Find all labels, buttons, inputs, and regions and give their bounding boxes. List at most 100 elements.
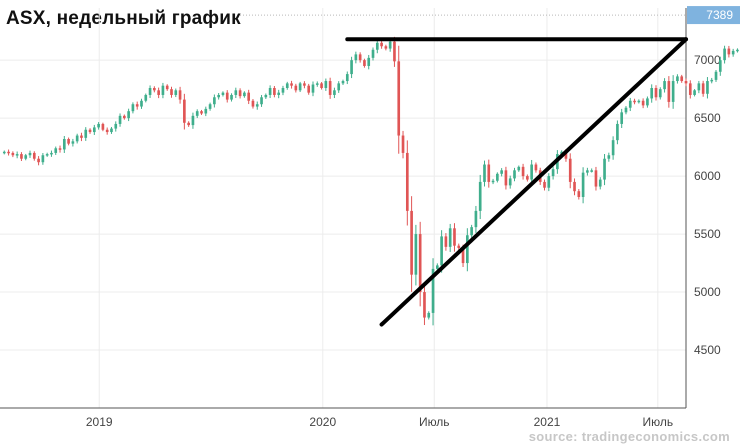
- candle-body: [118, 115, 122, 124]
- candle-body: [718, 60, 722, 72]
- candle-body: [474, 210, 478, 228]
- candle-body: [693, 90, 696, 95]
- candle-body: [547, 176, 551, 188]
- candle-body: [221, 92, 225, 95]
- candle-body: [534, 164, 538, 171]
- candle-body: [324, 81, 328, 88]
- candle-body: [148, 88, 152, 95]
- x-tick-label: 2021: [534, 415, 561, 429]
- candle-body: [140, 100, 143, 107]
- candle-body: [521, 166, 525, 177]
- candle-body: [646, 98, 649, 106]
- candle-body: [32, 152, 36, 159]
- candle-body: [676, 76, 679, 82]
- candle-body: [380, 42, 383, 47]
- candle-body: [478, 181, 482, 211]
- last-value-badge: [687, 6, 740, 25]
- candle-body: [285, 83, 289, 88]
- candle-body: [423, 292, 426, 318]
- candle-body: [37, 158, 40, 163]
- candle-body: [453, 228, 456, 246]
- candle-body: [28, 152, 32, 156]
- candle-body: [723, 48, 726, 61]
- candle-body: [110, 128, 113, 133]
- candle-body: [135, 104, 139, 107]
- candle-body: [487, 164, 491, 182]
- source-label: source: tradingeconomics.com: [528, 429, 730, 444]
- candle-body: [483, 164, 486, 182]
- candle-body: [320, 83, 323, 88]
- last-value-label: 7389: [706, 8, 733, 22]
- candle-body: [393, 41, 396, 62]
- candle-body: [75, 135, 79, 142]
- candle-body: [260, 97, 263, 105]
- candle-body: [581, 172, 585, 197]
- candle-body: [303, 83, 306, 86]
- candle-body: [375, 42, 379, 50]
- candle-body: [461, 248, 465, 264]
- candle-body: [667, 81, 671, 102]
- x-tick-label: 2020: [309, 415, 336, 429]
- candle-body: [191, 115, 195, 126]
- candle-body: [573, 181, 576, 192]
- candle-body: [650, 88, 654, 99]
- candle-body: [701, 83, 705, 94]
- y-tick-label: 6000: [694, 169, 721, 183]
- candle-body: [431, 268, 435, 313]
- candle-body: [706, 81, 709, 94]
- candle-body: [80, 135, 83, 138]
- candle-body: [62, 139, 66, 150]
- candle-body: [298, 83, 302, 91]
- candle-body: [624, 107, 628, 113]
- candle-body: [384, 46, 388, 49]
- candle-body: [526, 176, 529, 180]
- candle-body: [358, 54, 362, 61]
- candle-body: [238, 90, 242, 97]
- y-tick-label: 4500: [694, 343, 721, 357]
- candle-body: [200, 111, 203, 114]
- y-tick-label: 6500: [694, 111, 721, 125]
- candle-body: [590, 170, 594, 172]
- chart-title: ASX, недельный график: [6, 8, 241, 29]
- candle-body: [637, 100, 641, 103]
- candle-body: [560, 151, 563, 155]
- y-tick-label: 5000: [694, 285, 721, 299]
- candle-body: [92, 127, 96, 133]
- candle-body: [658, 89, 662, 98]
- candle-body: [397, 61, 401, 136]
- x-tick-label: Июль: [419, 415, 450, 429]
- candle-body: [225, 92, 229, 100]
- candle-body: [731, 50, 735, 55]
- candle-body: [234, 90, 238, 95]
- candle-body: [187, 122, 190, 126]
- candle-body: [88, 129, 92, 133]
- candle-body: [680, 76, 684, 82]
- candle-body: [58, 148, 62, 150]
- candle-body: [418, 234, 422, 293]
- candle-body: [24, 155, 28, 159]
- candle-body: [354, 54, 358, 61]
- candle-body: [213, 97, 216, 105]
- candle-body: [268, 88, 272, 95]
- y-tick-label: 7000: [694, 53, 721, 67]
- candle-body: [414, 234, 418, 275]
- candle-body: [444, 236, 448, 247]
- candle-body: [641, 100, 645, 106]
- candle-body: [603, 158, 606, 180]
- candle-body: [204, 108, 208, 114]
- candle-body: [20, 154, 23, 159]
- candle-body: [530, 164, 533, 180]
- candle-body: [277, 92, 281, 95]
- candle-body: [294, 85, 298, 91]
- candle-body: [153, 88, 156, 91]
- candle-body: [114, 123, 118, 129]
- candle-body: [328, 81, 332, 95]
- candle-body: [97, 123, 100, 128]
- candle-body: [663, 81, 666, 90]
- candle-body: [71, 141, 75, 144]
- candle-body: [273, 88, 276, 95]
- candle-body: [307, 85, 311, 93]
- candle-body: [15, 154, 19, 156]
- candle-body: [568, 158, 572, 182]
- candle-body: [67, 139, 70, 144]
